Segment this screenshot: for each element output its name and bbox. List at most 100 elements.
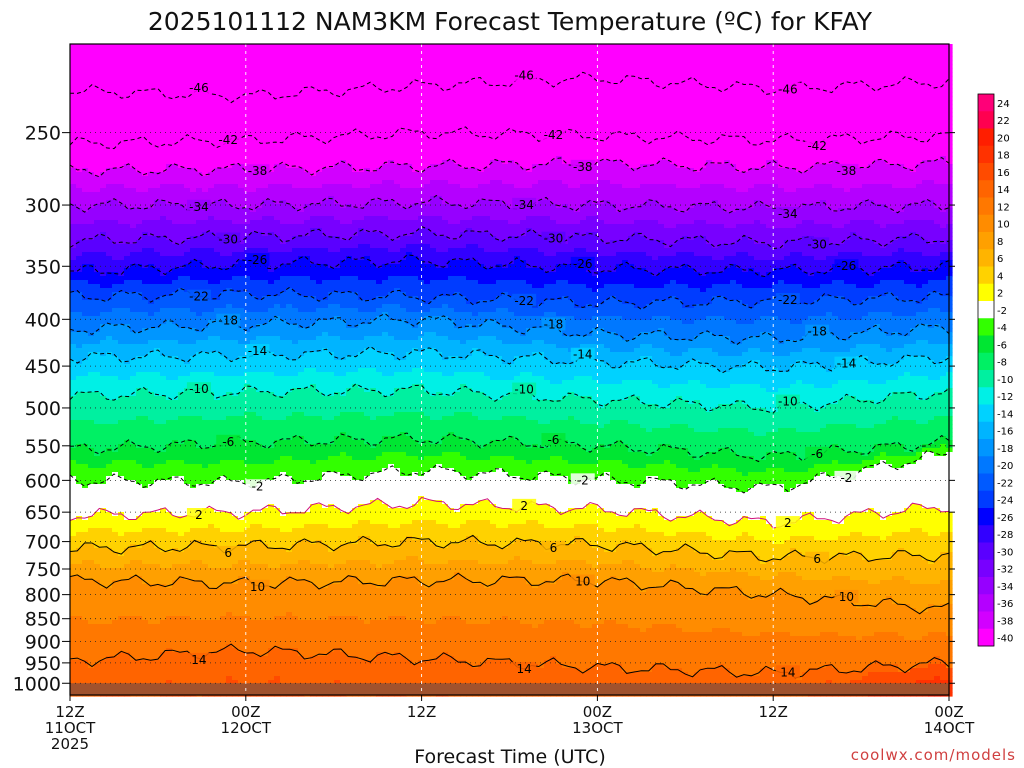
field-cell	[844, 92, 851, 97]
field-cell	[634, 100, 641, 105]
field-cell	[106, 100, 113, 105]
field-cell	[448, 44, 455, 49]
field-cell	[118, 80, 125, 85]
field-cell	[346, 56, 353, 61]
field-cell	[172, 76, 179, 81]
field-cell	[112, 52, 119, 57]
field-cell	[748, 88, 755, 93]
field-cell	[838, 72, 845, 77]
field-cell	[298, 104, 305, 109]
field-cell	[802, 52, 809, 57]
field-cell	[406, 68, 413, 73]
field-cell	[328, 64, 335, 69]
field-cell	[622, 80, 629, 85]
field-cell	[826, 84, 833, 89]
field-cell	[586, 80, 593, 85]
field-cell	[424, 92, 431, 97]
field-cell	[394, 48, 401, 53]
field-cell	[712, 68, 719, 73]
field-cell	[178, 76, 185, 81]
field-cell	[346, 84, 353, 89]
field-cell	[532, 100, 539, 105]
field-cell	[70, 64, 77, 69]
field-cell	[196, 100, 203, 105]
field-cell	[598, 68, 605, 73]
field-cell	[742, 60, 749, 65]
field-cell	[550, 100, 557, 105]
field-cell	[928, 48, 935, 53]
field-cell	[478, 88, 485, 93]
field-cell	[568, 56, 575, 61]
field-cell	[484, 84, 491, 89]
field-cell	[568, 96, 575, 101]
field-cell	[394, 76, 401, 81]
field-cell	[712, 80, 719, 85]
field-cell	[832, 100, 839, 105]
field-cell	[460, 64, 467, 69]
field-cell	[790, 64, 797, 69]
field-cell	[784, 68, 791, 73]
field-cell	[916, 92, 923, 97]
field-cell	[916, 64, 923, 69]
field-cell	[442, 52, 449, 57]
field-cell	[940, 52, 947, 57]
field-cell	[94, 64, 101, 69]
field-cell	[274, 64, 281, 69]
field-cell	[262, 44, 269, 49]
field-cell	[400, 48, 407, 53]
field-cell	[340, 48, 347, 53]
field-cell	[202, 64, 209, 69]
field-cell	[220, 76, 227, 81]
field-cell	[274, 48, 281, 53]
field-cell	[766, 64, 773, 69]
field-cell	[148, 64, 155, 69]
field-cell	[646, 60, 653, 65]
field-cell	[814, 76, 821, 81]
field-cell	[364, 96, 371, 101]
field-cell	[298, 80, 305, 85]
field-cell	[574, 56, 581, 61]
field-cell	[334, 52, 341, 57]
field-cell	[232, 60, 239, 65]
field-cell	[598, 56, 605, 61]
field-cell	[778, 48, 785, 53]
field-cell	[202, 52, 209, 57]
field-cell	[328, 44, 335, 49]
field-cell	[238, 84, 245, 89]
field-cell	[778, 52, 785, 57]
field-cell	[712, 60, 719, 65]
field-cell	[556, 100, 563, 105]
field-cell	[280, 64, 287, 69]
field-cell	[940, 100, 947, 105]
field-cell	[436, 44, 443, 49]
field-cell	[892, 88, 899, 93]
field-cell	[532, 44, 539, 49]
field-cell	[820, 52, 827, 57]
field-cell	[298, 64, 305, 69]
field-cell	[280, 48, 287, 53]
field-cell	[406, 84, 413, 89]
field-cell	[676, 96, 683, 101]
field-cell	[694, 92, 701, 97]
field-cell	[922, 100, 929, 105]
field-cell	[100, 68, 107, 73]
field-cell	[808, 48, 815, 53]
field-cell	[604, 52, 611, 57]
field-cell	[112, 80, 119, 85]
field-cell	[262, 80, 269, 85]
field-cell	[160, 104, 167, 109]
field-cell	[358, 52, 365, 57]
field-cell	[880, 72, 887, 77]
field-cell	[442, 76, 449, 81]
field-cell	[586, 52, 593, 57]
field-cell	[436, 80, 443, 85]
field-cell	[190, 52, 197, 57]
field-cell	[502, 92, 509, 97]
field-cell	[562, 68, 569, 73]
field-cell	[154, 100, 161, 105]
field-cell	[934, 64, 941, 69]
field-cell	[238, 44, 245, 49]
field-cell	[940, 48, 947, 53]
field-cell	[160, 52, 167, 57]
field-cell	[106, 48, 113, 53]
